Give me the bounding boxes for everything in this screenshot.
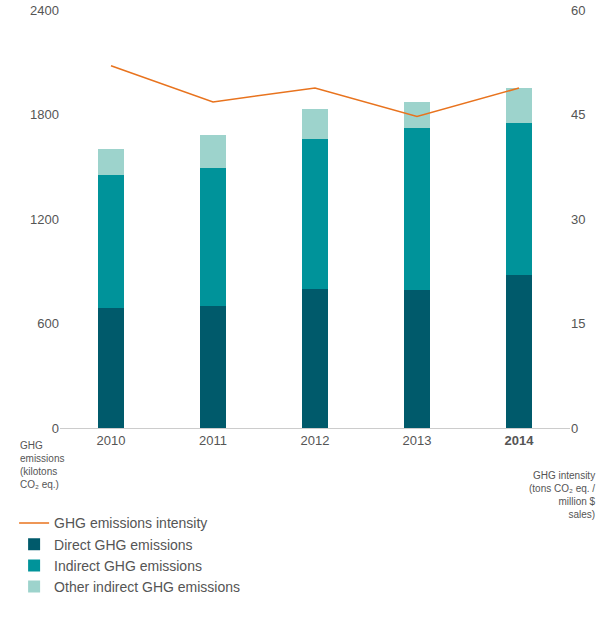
svg-text:GHG intensity(tons CO₂ eq. /mi: GHG intensity(tons CO₂ eq. /million $sal… bbox=[529, 470, 596, 520]
svg-text:60: 60 bbox=[571, 3, 585, 18]
svg-text:45: 45 bbox=[571, 107, 585, 122]
svg-text:2400: 2400 bbox=[30, 3, 59, 18]
svg-text:Other indirect GHG emissions: Other indirect GHG emissions bbox=[54, 579, 240, 595]
svg-text:GHG emissions intensity: GHG emissions intensity bbox=[54, 515, 207, 531]
svg-text:600: 600 bbox=[37, 316, 59, 331]
svg-text:2013: 2013 bbox=[403, 433, 432, 448]
svg-text:1200: 1200 bbox=[30, 212, 59, 227]
svg-text:GHGemissions(kilotonsCO₂ eq.): GHGemissions(kilotonsCO₂ eq.) bbox=[20, 440, 64, 490]
svg-text:Direct GHG emissions: Direct GHG emissions bbox=[54, 537, 192, 553]
svg-text:15: 15 bbox=[571, 316, 585, 331]
svg-text:2012: 2012 bbox=[301, 433, 330, 448]
svg-text:0: 0 bbox=[52, 421, 59, 436]
svg-text:2010: 2010 bbox=[97, 433, 126, 448]
svg-text:0: 0 bbox=[571, 421, 578, 436]
svg-text:2011: 2011 bbox=[199, 433, 227, 448]
svg-text:Indirect GHG emissions: Indirect GHG emissions bbox=[54, 558, 202, 574]
svg-text:1800: 1800 bbox=[30, 107, 59, 122]
svg-text:2014: 2014 bbox=[505, 433, 535, 448]
svg-text:30: 30 bbox=[571, 212, 585, 227]
